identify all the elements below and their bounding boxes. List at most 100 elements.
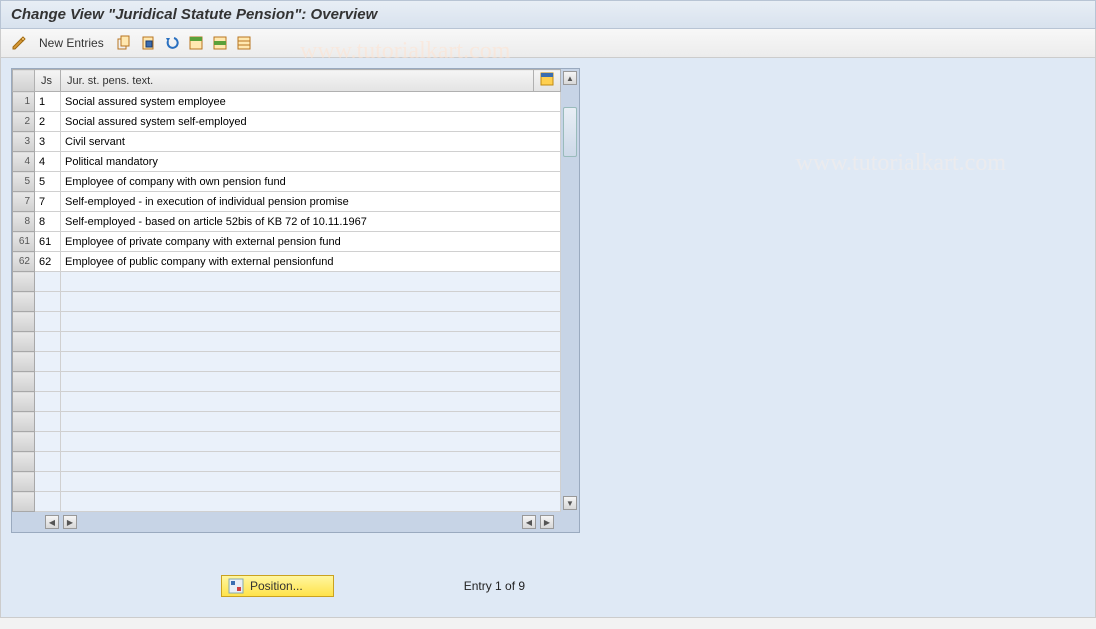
table-row-empty bbox=[13, 412, 561, 432]
cell-js[interactable]: 61 bbox=[35, 232, 61, 252]
cell-text[interactable]: Employee of private company with externa… bbox=[61, 232, 561, 252]
table-row-empty bbox=[13, 432, 561, 452]
table-container: Js Jur. st. pens. text. 11Social assured… bbox=[11, 68, 580, 533]
table-row-empty bbox=[13, 492, 561, 512]
select-block-icon[interactable] bbox=[210, 33, 230, 53]
cell-empty bbox=[61, 492, 561, 512]
cell-empty bbox=[61, 332, 561, 352]
table-row[interactable]: 6161Employee of private company with ext… bbox=[13, 232, 561, 252]
cell-text[interactable]: Self-employed - in execution of individu… bbox=[61, 192, 561, 212]
cell-text[interactable]: Employee of public company with external… bbox=[61, 252, 561, 272]
cell-empty bbox=[61, 292, 561, 312]
cell-empty bbox=[61, 432, 561, 452]
table-row-empty bbox=[13, 472, 561, 492]
table-row-empty bbox=[13, 452, 561, 472]
cell-empty bbox=[61, 412, 561, 432]
row-selector[interactable] bbox=[13, 452, 35, 472]
vertical-scrollbar[interactable]: ▲ ▼ bbox=[561, 69, 579, 512]
cell-empty bbox=[35, 452, 61, 472]
row-selector[interactable]: 2 bbox=[13, 112, 35, 132]
cell-text[interactable]: Employee of company with own pension fun… bbox=[61, 172, 561, 192]
table-row[interactable]: 22Social assured system self-employed bbox=[13, 112, 561, 132]
cell-text[interactable]: Civil servant bbox=[61, 132, 561, 152]
row-selector[interactable] bbox=[13, 492, 35, 512]
row-selector[interactable] bbox=[13, 352, 35, 372]
scroll-down-arrow-icon[interactable]: ▼ bbox=[563, 496, 577, 510]
cell-js[interactable]: 62 bbox=[35, 252, 61, 272]
data-table: Js Jur. st. pens. text. 11Social assured… bbox=[12, 69, 561, 512]
row-selector[interactable]: 1 bbox=[13, 92, 35, 112]
table-row[interactable]: 88Self-employed - based on article 52bis… bbox=[13, 212, 561, 232]
scroll-right-arrow2-icon[interactable]: ▶ bbox=[540, 515, 554, 529]
undo-change-icon[interactable] bbox=[162, 33, 182, 53]
cell-empty bbox=[61, 372, 561, 392]
cell-js[interactable]: 8 bbox=[35, 212, 61, 232]
table-row[interactable]: 33Civil servant bbox=[13, 132, 561, 152]
column-header-js[interactable]: Js bbox=[35, 70, 61, 92]
scroll-left-arrow-icon[interactable]: ◀ bbox=[45, 515, 59, 529]
copy-as-icon[interactable] bbox=[114, 33, 134, 53]
table-row[interactable]: 11Social assured system employee bbox=[13, 92, 561, 112]
cell-empty bbox=[35, 412, 61, 432]
table-row[interactable]: 77Self-employed - in execution of indivi… bbox=[13, 192, 561, 212]
cell-js[interactable]: 5 bbox=[35, 172, 61, 192]
column-header-text[interactable]: Jur. st. pens. text. bbox=[61, 70, 534, 92]
cell-js[interactable]: 4 bbox=[35, 152, 61, 172]
cell-text[interactable]: Political mandatory bbox=[61, 152, 561, 172]
cell-empty bbox=[35, 312, 61, 332]
row-selector[interactable] bbox=[13, 472, 35, 492]
row-selector[interactable] bbox=[13, 272, 35, 292]
table-row-empty bbox=[13, 332, 561, 352]
cell-js[interactable]: 1 bbox=[35, 92, 61, 112]
delete-icon[interactable] bbox=[138, 33, 158, 53]
row-selector[interactable] bbox=[13, 292, 35, 312]
table-row[interactable]: 44Political mandatory bbox=[13, 152, 561, 172]
row-selector[interactable] bbox=[13, 332, 35, 352]
cell-text[interactable]: Social assured system employee bbox=[61, 92, 561, 112]
position-button[interactable]: Position... bbox=[221, 575, 334, 597]
row-selector[interactable] bbox=[13, 372, 35, 392]
scroll-up-arrow-icon[interactable]: ▲ bbox=[563, 71, 577, 85]
scroll-thumb[interactable] bbox=[563, 107, 577, 157]
deselect-all-icon[interactable] bbox=[234, 33, 254, 53]
cell-empty bbox=[61, 272, 561, 292]
row-selector[interactable]: 61 bbox=[13, 232, 35, 252]
table-row[interactable]: 6262Employee of public company with exte… bbox=[13, 252, 561, 272]
cell-empty bbox=[61, 392, 561, 412]
cell-empty bbox=[61, 452, 561, 472]
row-selector[interactable]: 8 bbox=[13, 212, 35, 232]
row-selector[interactable] bbox=[13, 392, 35, 412]
scroll-left-arrow2-icon[interactable]: ▶ bbox=[63, 515, 77, 529]
table-row-empty bbox=[13, 352, 561, 372]
row-selector[interactable] bbox=[13, 412, 35, 432]
display-change-toggle-icon[interactable] bbox=[9, 33, 29, 53]
cell-text[interactable]: Social assured system self-employed bbox=[61, 112, 561, 132]
row-selector[interactable] bbox=[13, 312, 35, 332]
row-selector[interactable]: 62 bbox=[13, 252, 35, 272]
table-settings-header[interactable] bbox=[534, 70, 561, 92]
row-selector[interactable]: 7 bbox=[13, 192, 35, 212]
table-row-empty bbox=[13, 312, 561, 332]
row-selector[interactable]: 3 bbox=[13, 132, 35, 152]
entry-counter-text: Entry 1 of 9 bbox=[464, 579, 525, 593]
cell-empty bbox=[35, 492, 61, 512]
row-selector[interactable]: 4 bbox=[13, 152, 35, 172]
footer-row: Position... Entry 1 of 9 bbox=[221, 575, 525, 597]
cell-js[interactable]: 7 bbox=[35, 192, 61, 212]
cell-empty bbox=[61, 312, 561, 332]
cell-empty bbox=[35, 392, 61, 412]
row-selector[interactable] bbox=[13, 432, 35, 452]
cell-js[interactable]: 3 bbox=[35, 132, 61, 152]
cell-js[interactable]: 2 bbox=[35, 112, 61, 132]
cell-empty bbox=[35, 332, 61, 352]
scroll-right-arrow-icon[interactable]: ◀ bbox=[522, 515, 536, 529]
cell-text[interactable]: Self-employed - based on article 52bis o… bbox=[61, 212, 561, 232]
cell-empty bbox=[35, 432, 61, 452]
table-row-empty bbox=[13, 372, 561, 392]
new-entries-button[interactable]: New Entries bbox=[33, 34, 110, 52]
horizontal-scrollbar[interactable]: ◀ ▶ ◀ ▶ bbox=[12, 512, 579, 532]
select-all-icon[interactable] bbox=[186, 33, 206, 53]
select-all-header[interactable] bbox=[13, 70, 35, 92]
row-selector[interactable]: 5 bbox=[13, 172, 35, 192]
table-row[interactable]: 55Employee of company with own pension f… bbox=[13, 172, 561, 192]
